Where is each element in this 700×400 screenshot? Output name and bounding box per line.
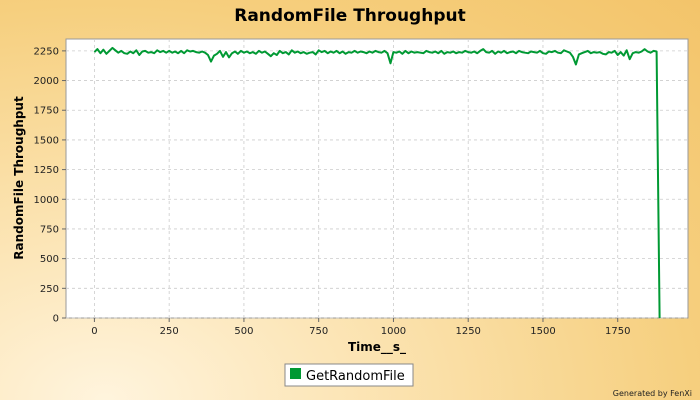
y-tick-label: 750 [40, 224, 59, 235]
y-axis-label: RandomFile Throughput [12, 96, 26, 260]
x-tick-label: 1000 [381, 326, 406, 337]
y-tick-label: 1000 [34, 195, 59, 206]
x-tick-label: 0 [91, 326, 97, 337]
legend: GetRandomFile [284, 363, 414, 387]
y-tick-label: 250 [40, 284, 59, 295]
y-tick-label: 0 [53, 314, 59, 325]
x-tick-label: 250 [160, 326, 179, 337]
series-group [93, 46, 661, 319]
y-tick-label: 2000 [34, 76, 59, 87]
x-tick-label: 1750 [605, 326, 630, 337]
x-tick-label: 1250 [455, 326, 480, 337]
series-line-GetRandomFile [93, 46, 661, 319]
y-tick-label: 1500 [34, 135, 59, 146]
plot-area [65, 38, 689, 319]
y-tick-label: 1250 [34, 165, 59, 176]
y-axis: 0 250 500 750 1000 1250 1500 1750 2000 2250 [34, 46, 66, 325]
y-tick-label: 1750 [34, 106, 59, 117]
x-axis-label: Time__s_ [348, 340, 406, 355]
generated-by-footer: Generated by FenXi [613, 389, 692, 398]
legend-box [284, 363, 414, 387]
legend-label: GetRandomFile [306, 369, 405, 384]
legend-swatch [290, 368, 301, 379]
x-tick-label: 1500 [530, 326, 555, 337]
x-tick-label: 750 [309, 326, 328, 337]
x-tick-label: 500 [234, 326, 253, 337]
chart-title: RandomFile Throughput [234, 6, 465, 26]
y-tick-label: 2250 [34, 46, 59, 57]
x-axis: 0 250 500 750 1000 1250 1500 1750 [91, 318, 630, 337]
y-tick-label: 500 [40, 254, 59, 265]
